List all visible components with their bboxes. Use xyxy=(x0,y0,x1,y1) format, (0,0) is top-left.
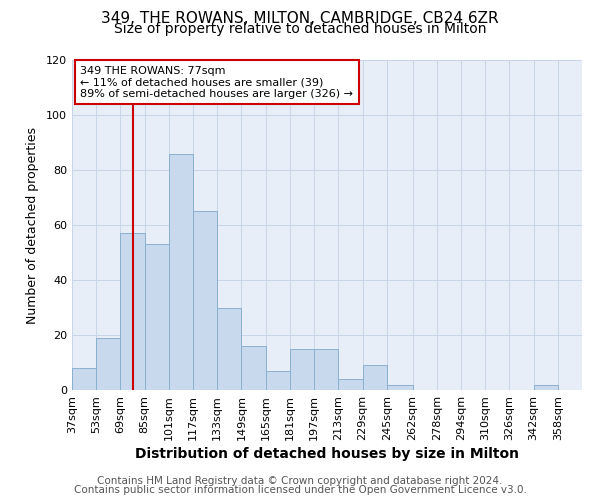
Bar xyxy=(290,349,314,390)
Text: 349 THE ROWANS: 77sqm
← 11% of detached houses are smaller (39)
89% of semi-deta: 349 THE ROWANS: 77sqm ← 11% of detached … xyxy=(80,66,353,99)
Bar xyxy=(145,244,169,390)
Bar xyxy=(217,308,241,390)
Bar xyxy=(338,379,362,390)
Bar xyxy=(121,233,145,390)
Text: Contains HM Land Registry data © Crown copyright and database right 2024.: Contains HM Land Registry data © Crown c… xyxy=(97,476,503,486)
X-axis label: Distribution of detached houses by size in Milton: Distribution of detached houses by size … xyxy=(135,447,519,461)
Bar xyxy=(533,384,558,390)
Bar xyxy=(387,384,413,390)
Text: 349, THE ROWANS, MILTON, CAMBRIDGE, CB24 6ZR: 349, THE ROWANS, MILTON, CAMBRIDGE, CB24… xyxy=(101,11,499,26)
Bar xyxy=(169,154,193,390)
Text: Size of property relative to detached houses in Milton: Size of property relative to detached ho… xyxy=(114,22,486,36)
Text: Contains public sector information licensed under the Open Government Licence v3: Contains public sector information licen… xyxy=(74,485,526,495)
Bar xyxy=(193,211,217,390)
Bar xyxy=(241,346,266,390)
Bar xyxy=(72,368,96,390)
Bar xyxy=(314,349,338,390)
Bar xyxy=(96,338,121,390)
Bar xyxy=(362,365,387,390)
Y-axis label: Number of detached properties: Number of detached properties xyxy=(26,126,39,324)
Bar xyxy=(266,371,290,390)
